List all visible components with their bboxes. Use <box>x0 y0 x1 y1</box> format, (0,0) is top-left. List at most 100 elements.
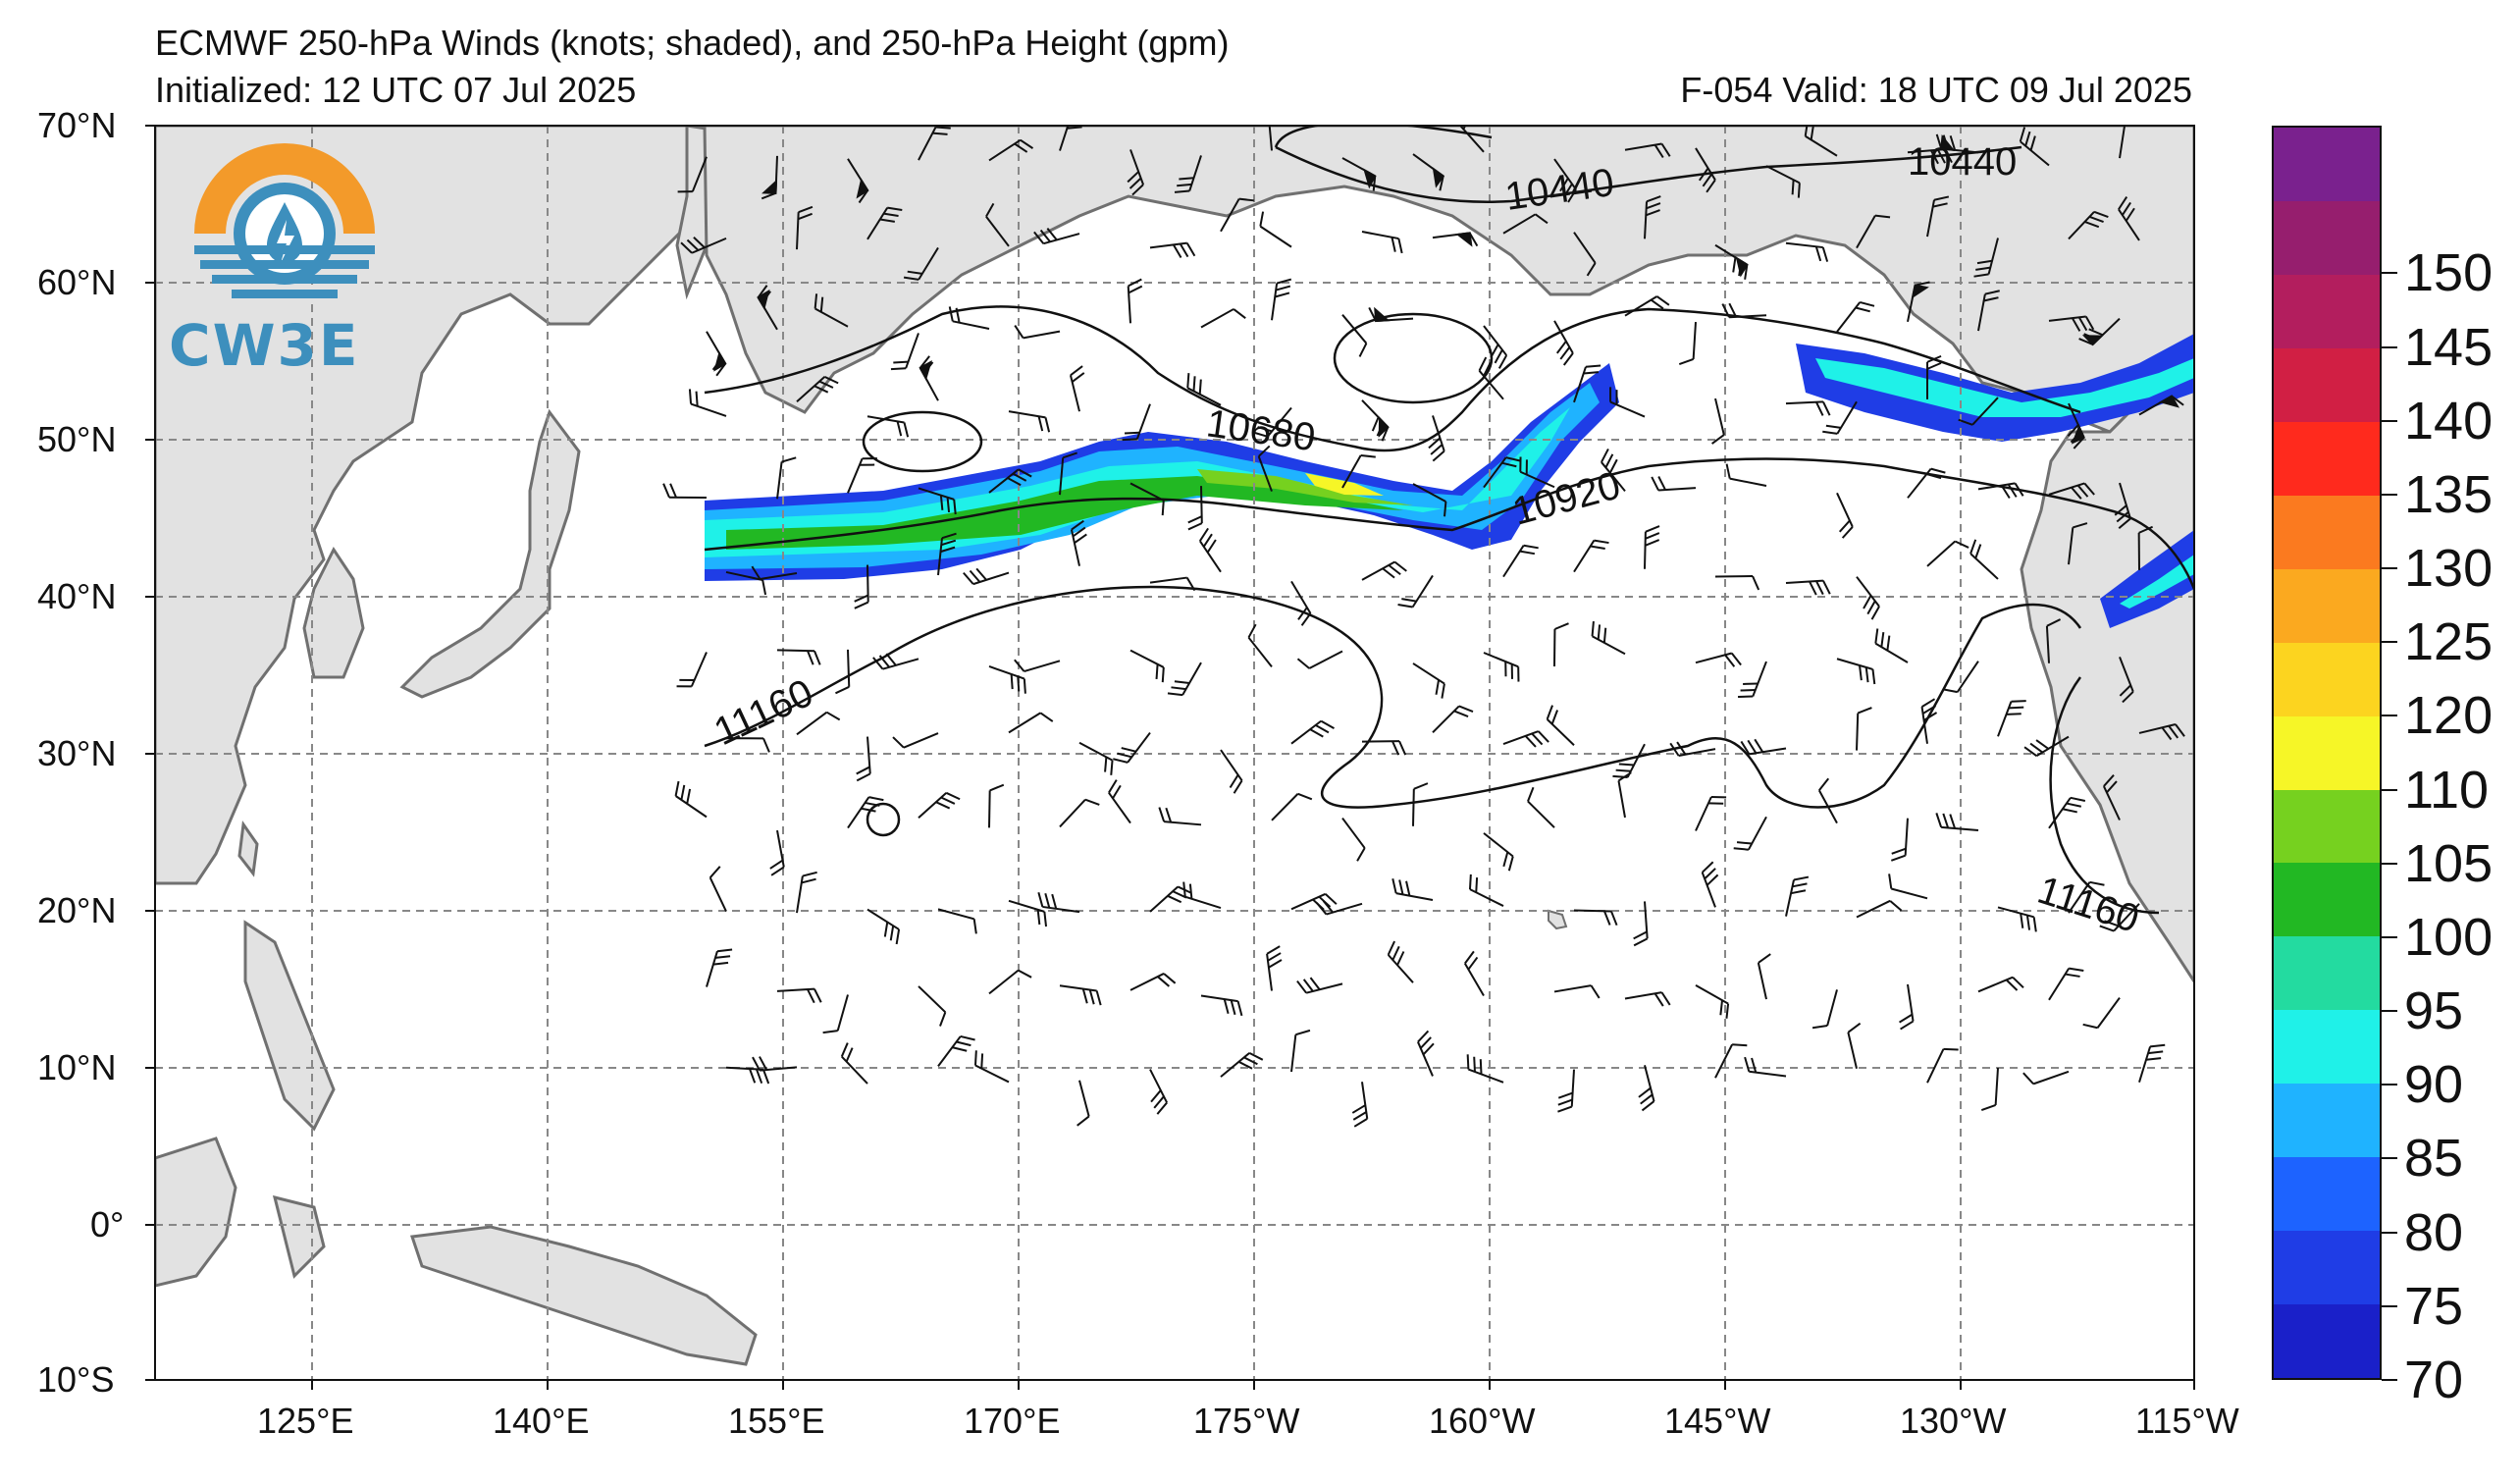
wind-barb <box>985 202 1010 247</box>
lon-label: 115°W <box>2135 1401 2239 1441</box>
wind-barb <box>1612 743 1646 778</box>
wind-barb <box>963 567 1010 586</box>
colorbar-tick <box>2382 419 2397 422</box>
wind-barb <box>1113 731 1151 764</box>
contour-high-57n <box>1333 312 1494 404</box>
colorbar-tick <box>2382 862 2397 865</box>
lat-label: 60°N <box>37 262 117 302</box>
wind-barb <box>1387 940 1414 983</box>
wind-barb <box>1341 817 1366 862</box>
wind-barb <box>1817 777 1838 824</box>
wind-barb <box>674 780 708 819</box>
colorbar-segment <box>2274 1304 2380 1378</box>
wind-barb <box>1412 782 1429 826</box>
wind-barb <box>1220 197 1254 233</box>
colorbar-label: 90 <box>2404 1055 2464 1115</box>
colorbar-segment <box>2274 715 2380 790</box>
wind-barb <box>937 908 977 934</box>
colorbar-segment <box>2274 347 2380 422</box>
wind-barb <box>1078 741 1114 775</box>
wind-barb <box>2068 210 2109 240</box>
wind-barb <box>1856 214 1891 249</box>
wind-barb <box>1980 1067 1999 1112</box>
wind-barb <box>1502 544 1539 578</box>
wind-barb <box>776 456 797 500</box>
jet-na-upper-cyan <box>1815 358 2194 417</box>
wind-barb <box>706 948 733 987</box>
wind-barb <box>1553 984 1601 999</box>
wind-barb <box>1158 807 1202 826</box>
wind-barb <box>1785 400 1831 416</box>
wind-barb <box>677 156 708 193</box>
colorbar-label: 70 <box>2404 1351 2464 1409</box>
wind-barb <box>1644 525 1660 569</box>
wind-barb <box>1014 325 1061 340</box>
wind-barb <box>1744 1056 1787 1078</box>
wind-barb <box>988 969 1032 995</box>
land-borneo <box>155 1137 237 1288</box>
wind-barb <box>1008 410 1051 433</box>
wind-barb <box>1573 232 1597 277</box>
wind-barb <box>1432 705 1474 734</box>
wind-barb <box>1296 977 1343 994</box>
wind-barb <box>1573 539 1609 573</box>
lat-label: 0° <box>90 1204 125 1245</box>
wind-barb <box>835 649 851 695</box>
wind-barb <box>1247 623 1273 667</box>
wind-barb <box>1701 861 1719 908</box>
land-layer <box>155 126 2194 1366</box>
wind-barb <box>1678 321 1697 366</box>
wind-barb <box>2019 127 2050 167</box>
wind-barb <box>1557 1069 1575 1113</box>
wind-barb <box>1457 126 1485 153</box>
wind-barb <box>1651 476 1697 492</box>
wind-barb <box>1468 874 1504 907</box>
colorbar-segment <box>2274 568 2380 643</box>
colorbar-tick <box>2382 1084 2397 1086</box>
lat-label: 50°N <box>37 419 117 459</box>
wind-barb <box>1633 901 1649 947</box>
wind-barb <box>2137 525 2154 570</box>
colorbar-tick <box>2382 788 2397 791</box>
colorbar-segment <box>2274 421 2380 496</box>
wind-barb <box>840 1042 868 1085</box>
contour-10440 <box>1275 145 2022 203</box>
wind-barb <box>866 415 910 438</box>
valid-time: F-054 Valid: 18 UTC 09 Jul 2025 <box>1680 70 2192 110</box>
wind-barb <box>1519 456 1555 489</box>
wind-barb <box>1271 278 1292 321</box>
wind-barb <box>709 866 727 912</box>
lat-label: 10°N <box>37 1047 117 1087</box>
lon-label: 155°E <box>728 1401 825 1441</box>
wind-barb <box>1149 241 1196 258</box>
wind-barb <box>1059 451 1077 496</box>
colorbar-label: 75 <box>2404 1276 2464 1336</box>
wind-barb <box>2138 1043 2166 1084</box>
wind-barb <box>1368 306 1414 323</box>
wind-barb <box>1033 227 1080 245</box>
wind-barb <box>1008 899 1048 927</box>
wind-barb <box>866 206 903 240</box>
jet-na-upper <box>1796 334 2194 442</box>
wind-barb <box>1609 387 1646 418</box>
wind-barb <box>680 237 727 254</box>
wind-barb <box>796 205 814 250</box>
wind-barb <box>1920 698 1938 744</box>
wind-barb <box>1361 399 1390 442</box>
wind-barb <box>2078 317 2121 346</box>
wind-barb <box>1257 445 1273 492</box>
wind-barb <box>1122 403 1151 442</box>
wind-barb <box>1907 467 1946 499</box>
wind-barb <box>1811 989 1838 1030</box>
wind-barb <box>1412 483 1447 517</box>
wind-barb <box>1502 730 1549 748</box>
wind-barb <box>1220 749 1243 794</box>
lon-label: 175°W <box>1193 1401 1300 1441</box>
contour-small-25n <box>866 802 901 837</box>
contour-11160-east <box>2049 676 2160 915</box>
wind-barb <box>1361 740 1407 756</box>
wind-barb <box>1182 881 1222 910</box>
land-alaska <box>703 126 2194 434</box>
wind-barb <box>2045 618 2062 663</box>
wind-barb <box>1187 486 1203 531</box>
